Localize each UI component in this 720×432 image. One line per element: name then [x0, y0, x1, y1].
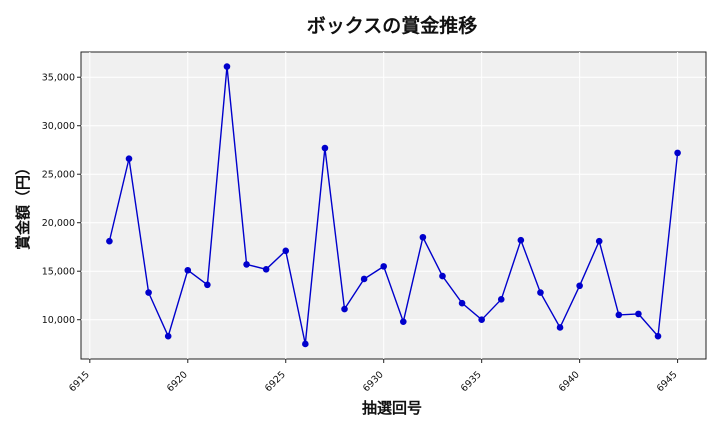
data-point	[399, 318, 407, 325]
data-point	[106, 237, 113, 245]
data-point	[302, 340, 309, 348]
data-point	[419, 233, 427, 241]
y-tick-label: 25,000	[42, 170, 75, 181]
y-tick-label: 10,000	[42, 315, 75, 326]
x-axis-ticks: 6915 6920 6925 6930 6935 6940 6945	[67, 359, 680, 394]
data-point	[615, 311, 623, 319]
data-point	[184, 266, 192, 274]
data-point	[478, 316, 485, 324]
x-tick-label: 6935	[459, 369, 484, 394]
x-tick-label: 6925	[263, 369, 288, 394]
x-tick-label: 6940	[557, 369, 582, 394]
data-point	[595, 237, 603, 245]
data-point	[125, 155, 133, 162]
data-point	[282, 247, 290, 255]
data-point	[164, 332, 172, 340]
x-axis-label: 抽選回号	[362, 399, 422, 417]
data-point	[262, 265, 270, 273]
y-axis-ticks: 10,000 15,000 20,000 25,000 30,000 35,000	[42, 73, 81, 326]
data-point	[517, 236, 525, 244]
series-line	[108, 66, 679, 345]
y-tick-label: 30,000	[42, 121, 75, 132]
data-point	[321, 144, 329, 152]
data-point	[654, 332, 662, 340]
data-point	[145, 289, 152, 296]
data-point	[223, 63, 231, 70]
y-axis-label: 賞金額（円）	[14, 160, 32, 250]
x-tick-label: 6920	[165, 369, 190, 394]
y-tick-label: 35,000	[42, 73, 75, 84]
data-point	[341, 305, 348, 313]
y-tick-label: 15,000	[42, 267, 75, 278]
data-point	[204, 281, 211, 289]
data-point	[380, 263, 388, 270]
y-tick-label: 20,000	[42, 218, 75, 229]
data-point	[537, 289, 544, 296]
data-point	[439, 272, 446, 280]
data-point	[576, 282, 583, 290]
data-point	[497, 296, 505, 303]
data-point	[458, 299, 466, 307]
x-tick-label: 6915	[67, 369, 92, 394]
chart-title: ボックスの賞金推移	[307, 14, 477, 37]
data-point	[635, 310, 642, 318]
data-point	[360, 275, 368, 283]
x-tick-label: 6945	[655, 369, 680, 394]
data-point	[674, 149, 681, 157]
x-tick-label: 6930	[361, 369, 386, 394]
plot-area	[80, 51, 707, 360]
series-layer	[106, 63, 681, 348]
data-point	[556, 324, 564, 331]
data-point	[243, 261, 250, 268]
